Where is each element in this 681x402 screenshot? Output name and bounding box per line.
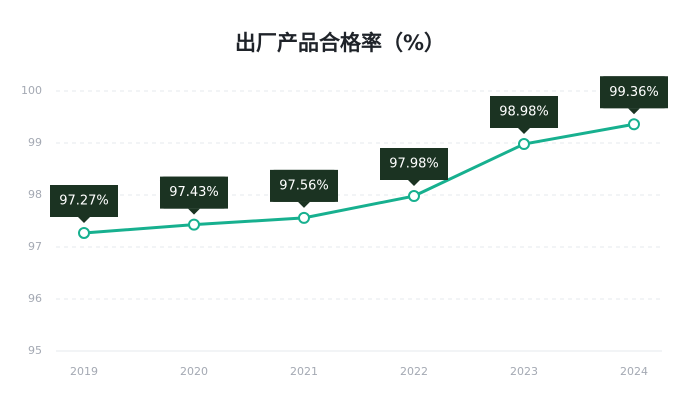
label-box: [50, 184, 118, 217]
label-box: [270, 169, 338, 202]
point: [188, 218, 200, 231]
data-label: 97.27%: [59, 193, 109, 208]
data-label: 98.98%: [499, 105, 549, 120]
label-pointer: [78, 216, 90, 223]
label-pointer: [518, 128, 530, 135]
x-tick-label: 2021: [290, 365, 318, 378]
point: [628, 118, 640, 131]
label-box: [380, 148, 448, 181]
y-tick-label: 99: [28, 136, 42, 149]
y-tick-label: 96: [28, 292, 42, 305]
x-tick-label: 2024: [620, 365, 648, 378]
line: [83, 122, 635, 235]
y-tick-label: 98: [28, 188, 42, 201]
data-label: 97.43%: [169, 185, 219, 200]
label-pointer: [188, 208, 200, 215]
label-box: [160, 176, 228, 209]
y-tick-label: 100: [21, 84, 42, 97]
y-tick-label: 95: [28, 344, 42, 357]
data-label: 99.36%: [609, 85, 659, 100]
label-box: [600, 76, 668, 109]
point: [78, 226, 90, 239]
x-tick-label: 2019: [70, 365, 98, 378]
x-tick-label: 2022: [400, 365, 428, 378]
y-tick-label: 97: [28, 240, 42, 253]
label-pointer: [408, 180, 420, 187]
x-tick-label: 2023: [510, 365, 538, 378]
point: [408, 190, 420, 203]
point: [298, 211, 310, 224]
label-box: [490, 96, 558, 129]
label-pointer: [628, 108, 640, 115]
data-label: 97.98%: [389, 157, 439, 172]
chart-title: 出厂产品合格率（%）: [235, 31, 445, 55]
label-pointer: [298, 201, 310, 208]
data-label: 97.56%: [279, 178, 329, 193]
x-tick-label: 2020: [180, 365, 208, 378]
point: [518, 138, 530, 151]
